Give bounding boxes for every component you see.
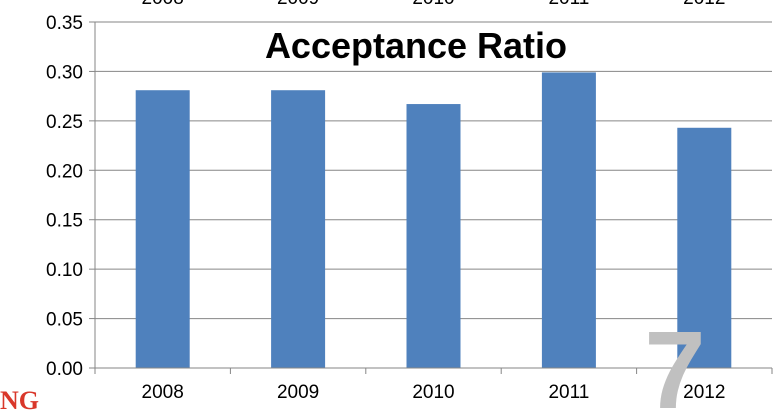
x-tick-label: 2011 <box>548 382 589 403</box>
y-tick-label: 0.00 <box>46 359 83 380</box>
clipped-top-label: 2010 <box>412 0 454 9</box>
bar-2011 <box>541 72 596 368</box>
bars <box>135 72 732 369</box>
x-tick-label: 2010 <box>412 382 454 403</box>
x-tick-labels: 2008 2009 2010 2011 2012 <box>142 382 726 403</box>
x-tick-label: 2009 <box>277 382 319 403</box>
clipped-top-label: 2008 <box>142 0 184 9</box>
bar-2009 <box>271 90 326 368</box>
y-tick-label: 0.10 <box>46 260 83 281</box>
brand-logo-fragment: NG <box>0 386 39 413</box>
slide-number: 7 <box>644 309 705 413</box>
x-tick-label: 2012 <box>683 382 725 403</box>
clipped-top-labels: 2008 2009 2010 2011 2012 <box>142 0 726 9</box>
y-tick-labels: 0.00 0.05 0.10 0.15 0.20 0.25 0.30 0.35 <box>46 13 83 380</box>
clipped-top-label: 2011 <box>548 0 589 9</box>
y-tick-label: 0.25 <box>46 112 83 133</box>
x-tick-label: 2008 <box>142 382 184 403</box>
bar-2010 <box>406 104 461 369</box>
clipped-top-label: 2012 <box>683 0 725 9</box>
clipped-top-label: 2009 <box>277 0 319 9</box>
chart-title: Acceptance Ratio <box>265 25 567 66</box>
y-tick-label: 0.35 <box>46 13 83 34</box>
bar-2012 <box>677 127 732 368</box>
axes <box>94 22 773 374</box>
y-tick-label: 0.05 <box>46 310 83 331</box>
y-tick-label: 0.30 <box>46 62 83 83</box>
y-tick-label: 0.20 <box>46 161 83 182</box>
bar-2008 <box>135 90 190 368</box>
y-tick-label: 0.15 <box>46 211 83 232</box>
